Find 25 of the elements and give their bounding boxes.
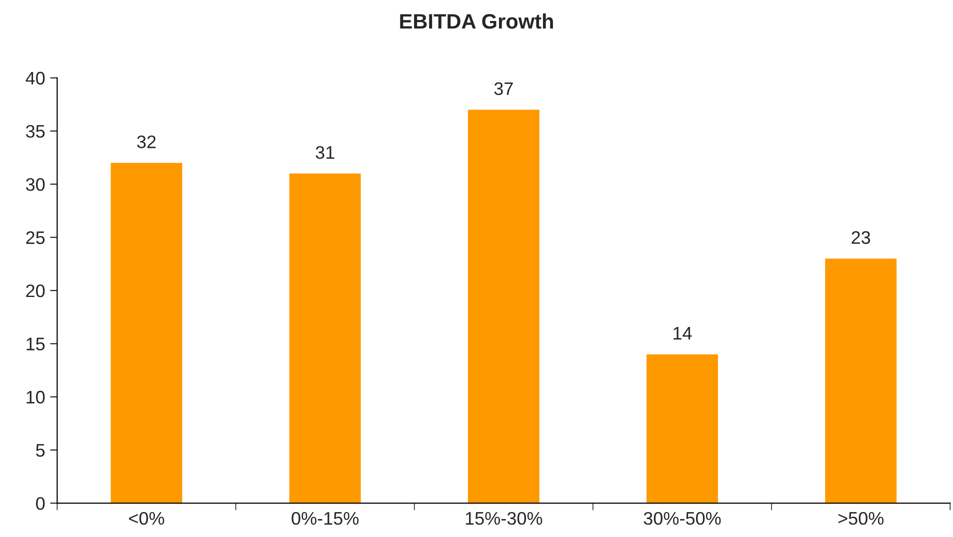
bar — [289, 174, 361, 504]
y-tick-label: 35 — [26, 124, 45, 138]
y-tick-label: 10 — [26, 390, 45, 404]
data-label: 37 — [494, 82, 513, 96]
bar — [110, 162, 182, 504]
y-tick-label: 25 — [26, 231, 45, 244]
bar — [825, 258, 897, 504]
x-tick-label: >50% — [838, 512, 884, 525]
y-tick-label: 20 — [26, 284, 45, 298]
y-tick-label: 30 — [26, 178, 45, 191]
y-tick-label: 40 — [26, 72, 45, 85]
y-tick-label: 0 — [36, 497, 45, 510]
x-tick-label: 0%-15% — [292, 512, 359, 525]
x-tick-label: 15%-30% — [466, 512, 542, 525]
y-tick-label: 15 — [26, 338, 45, 350]
data-label: 31 — [316, 146, 334, 159]
bar — [646, 354, 718, 504]
data-label: 32 — [137, 135, 156, 148]
chart-title: EBITDA Growth — [400, 13, 553, 29]
x-tick-label: 30%-50% — [644, 512, 721, 525]
data-label: 23 — [852, 231, 870, 244]
data-label: 14 — [674, 327, 692, 340]
bar — [468, 110, 540, 504]
x-tick-label: <0% — [129, 512, 164, 525]
y-tick-label: 5 — [36, 444, 45, 457]
